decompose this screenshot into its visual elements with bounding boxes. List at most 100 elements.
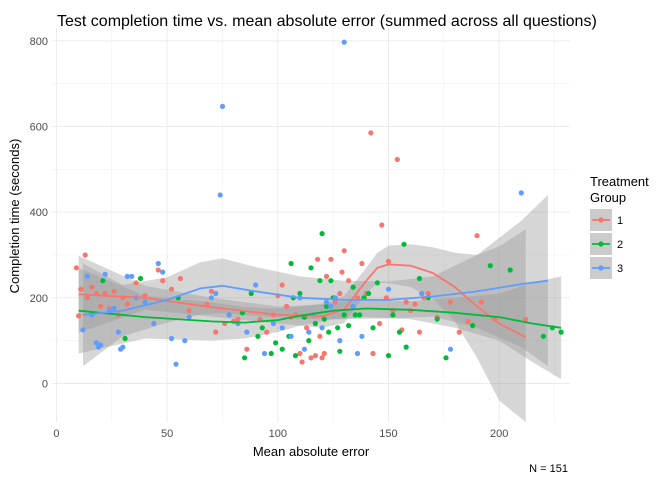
data-point-group-2 bbox=[312, 320, 318, 327]
data-point-group-1 bbox=[208, 288, 214, 294]
data-point-group-1 bbox=[319, 355, 325, 361]
data-point-group-3 bbox=[350, 303, 356, 309]
smooth-lines bbox=[78, 263, 562, 338]
data-point-group-1 bbox=[339, 269, 345, 275]
data-point-group-3 bbox=[328, 303, 334, 309]
y-tick-label: 800 bbox=[30, 36, 48, 48]
data-point-group-3 bbox=[93, 340, 99, 346]
data-point-group-2 bbox=[273, 340, 279, 346]
data-point-group-1 bbox=[379, 222, 385, 228]
data-point-group-3 bbox=[419, 290, 425, 297]
data-point-group-3 bbox=[279, 325, 285, 331]
data-point-group-3 bbox=[253, 282, 259, 288]
y-tick-label: 0 bbox=[42, 378, 48, 390]
data-point-group-2 bbox=[279, 346, 285, 352]
data-point-group-1 bbox=[359, 260, 365, 267]
smooth-line-group-1 bbox=[78, 263, 527, 338]
data-point-group-3 bbox=[120, 344, 126, 350]
data-point-group-2 bbox=[350, 284, 356, 290]
data-point-group-1 bbox=[284, 303, 290, 309]
data-point-group-1 bbox=[346, 278, 352, 284]
data-point-group-3 bbox=[447, 346, 454, 352]
data-point-group-2 bbox=[443, 355, 449, 361]
data-point-group-1 bbox=[425, 290, 431, 297]
x-tick-label: 0 bbox=[53, 428, 59, 440]
data-point-group-2 bbox=[326, 329, 332, 335]
data-point-group-2 bbox=[328, 278, 334, 284]
data-point-group-1 bbox=[160, 278, 166, 284]
data-point-group-1 bbox=[98, 303, 104, 309]
data-point-group-2 bbox=[540, 333, 547, 339]
data-point-group-1 bbox=[76, 313, 82, 319]
data-point-group-3 bbox=[319, 325, 325, 331]
data-point-group-3 bbox=[115, 329, 121, 335]
data-point-group-1 bbox=[474, 233, 480, 239]
data-point-group-2 bbox=[507, 267, 513, 273]
data-point-group-2 bbox=[122, 335, 128, 342]
data-point-group-2 bbox=[100, 278, 106, 284]
data-point-group-2 bbox=[396, 329, 403, 335]
data-point-group-1 bbox=[412, 301, 418, 307]
data-point-group-1 bbox=[168, 286, 175, 292]
data-point-group-2 bbox=[346, 323, 352, 329]
data-point-group-3 bbox=[288, 333, 294, 339]
data-point-group-3 bbox=[219, 103, 226, 109]
data-point-group-3 bbox=[306, 329, 312, 335]
y-axis-title: Completion time (seconds) bbox=[7, 139, 22, 294]
data-point-group-3 bbox=[160, 269, 166, 275]
data-point-group-1 bbox=[377, 320, 383, 327]
data-point-group-1 bbox=[264, 329, 270, 335]
data-point-group-1 bbox=[321, 350, 327, 357]
data-point-group-2 bbox=[374, 280, 380, 286]
data-point-group-2 bbox=[335, 325, 341, 331]
data-point-group-2 bbox=[317, 278, 323, 284]
data-point-group-2 bbox=[288, 260, 294, 267]
data-point-group-1 bbox=[82, 252, 88, 258]
data-point-group-2 bbox=[487, 263, 493, 269]
data-point-group-2 bbox=[268, 350, 274, 357]
legend: Treatment Group 1 2 3 bbox=[590, 174, 649, 279]
x-axis-ticks: 0 50 100 150 200 bbox=[53, 428, 508, 440]
data-point-group-2 bbox=[292, 353, 299, 359]
data-point-group-2 bbox=[434, 316, 440, 322]
data-point-group-1 bbox=[124, 301, 130, 307]
data-point-group-3 bbox=[102, 271, 108, 277]
data-point-group-1 bbox=[89, 284, 95, 290]
data-point-group-3 bbox=[186, 314, 192, 320]
smooth-line-group-2 bbox=[78, 307, 562, 329]
data-point-group-3 bbox=[111, 305, 117, 312]
x-axis-title: Mean absolute error bbox=[253, 444, 370, 459]
data-point-group-1 bbox=[465, 318, 471, 324]
data-point-group-2 bbox=[297, 290, 303, 297]
data-point-group-1 bbox=[315, 256, 321, 262]
data-point-group-2 bbox=[403, 344, 409, 350]
data-point-group-1 bbox=[456, 329, 462, 335]
data-point-group-1 bbox=[177, 275, 183, 282]
data-point-group-1 bbox=[416, 329, 423, 335]
data-point-group-1 bbox=[78, 286, 84, 292]
data-point-group-2 bbox=[370, 325, 376, 331]
confidence-band-group-3 bbox=[83, 195, 548, 367]
data-point-group-1 bbox=[368, 130, 374, 136]
data-point-group-2 bbox=[366, 290, 372, 297]
data-point-group-2 bbox=[558, 329, 564, 335]
data-point-group-1 bbox=[155, 267, 161, 273]
x-tick-label: 50 bbox=[161, 428, 173, 440]
legend-keys: 1 2 3 bbox=[590, 209, 623, 279]
data-point-group-3 bbox=[217, 192, 223, 198]
data-point-group-2 bbox=[390, 312, 396, 318]
confidence-band-group-1 bbox=[78, 229, 526, 422]
y-tick-label: 400 bbox=[30, 207, 48, 219]
data-point-group-3 bbox=[182, 338, 188, 344]
data-point-group-1 bbox=[341, 248, 347, 254]
legend-title-line-1: Treatment bbox=[590, 174, 649, 189]
data-point-group-1 bbox=[394, 156, 400, 163]
data-point-group-3 bbox=[359, 333, 365, 339]
data-point-group-2 bbox=[137, 275, 144, 282]
legend-key-point-3 bbox=[598, 265, 604, 271]
data-point-group-1 bbox=[297, 350, 303, 357]
data-point-group-2 bbox=[337, 348, 343, 354]
data-point-group-1 bbox=[328, 256, 334, 262]
legend-key-point-1 bbox=[598, 217, 604, 223]
